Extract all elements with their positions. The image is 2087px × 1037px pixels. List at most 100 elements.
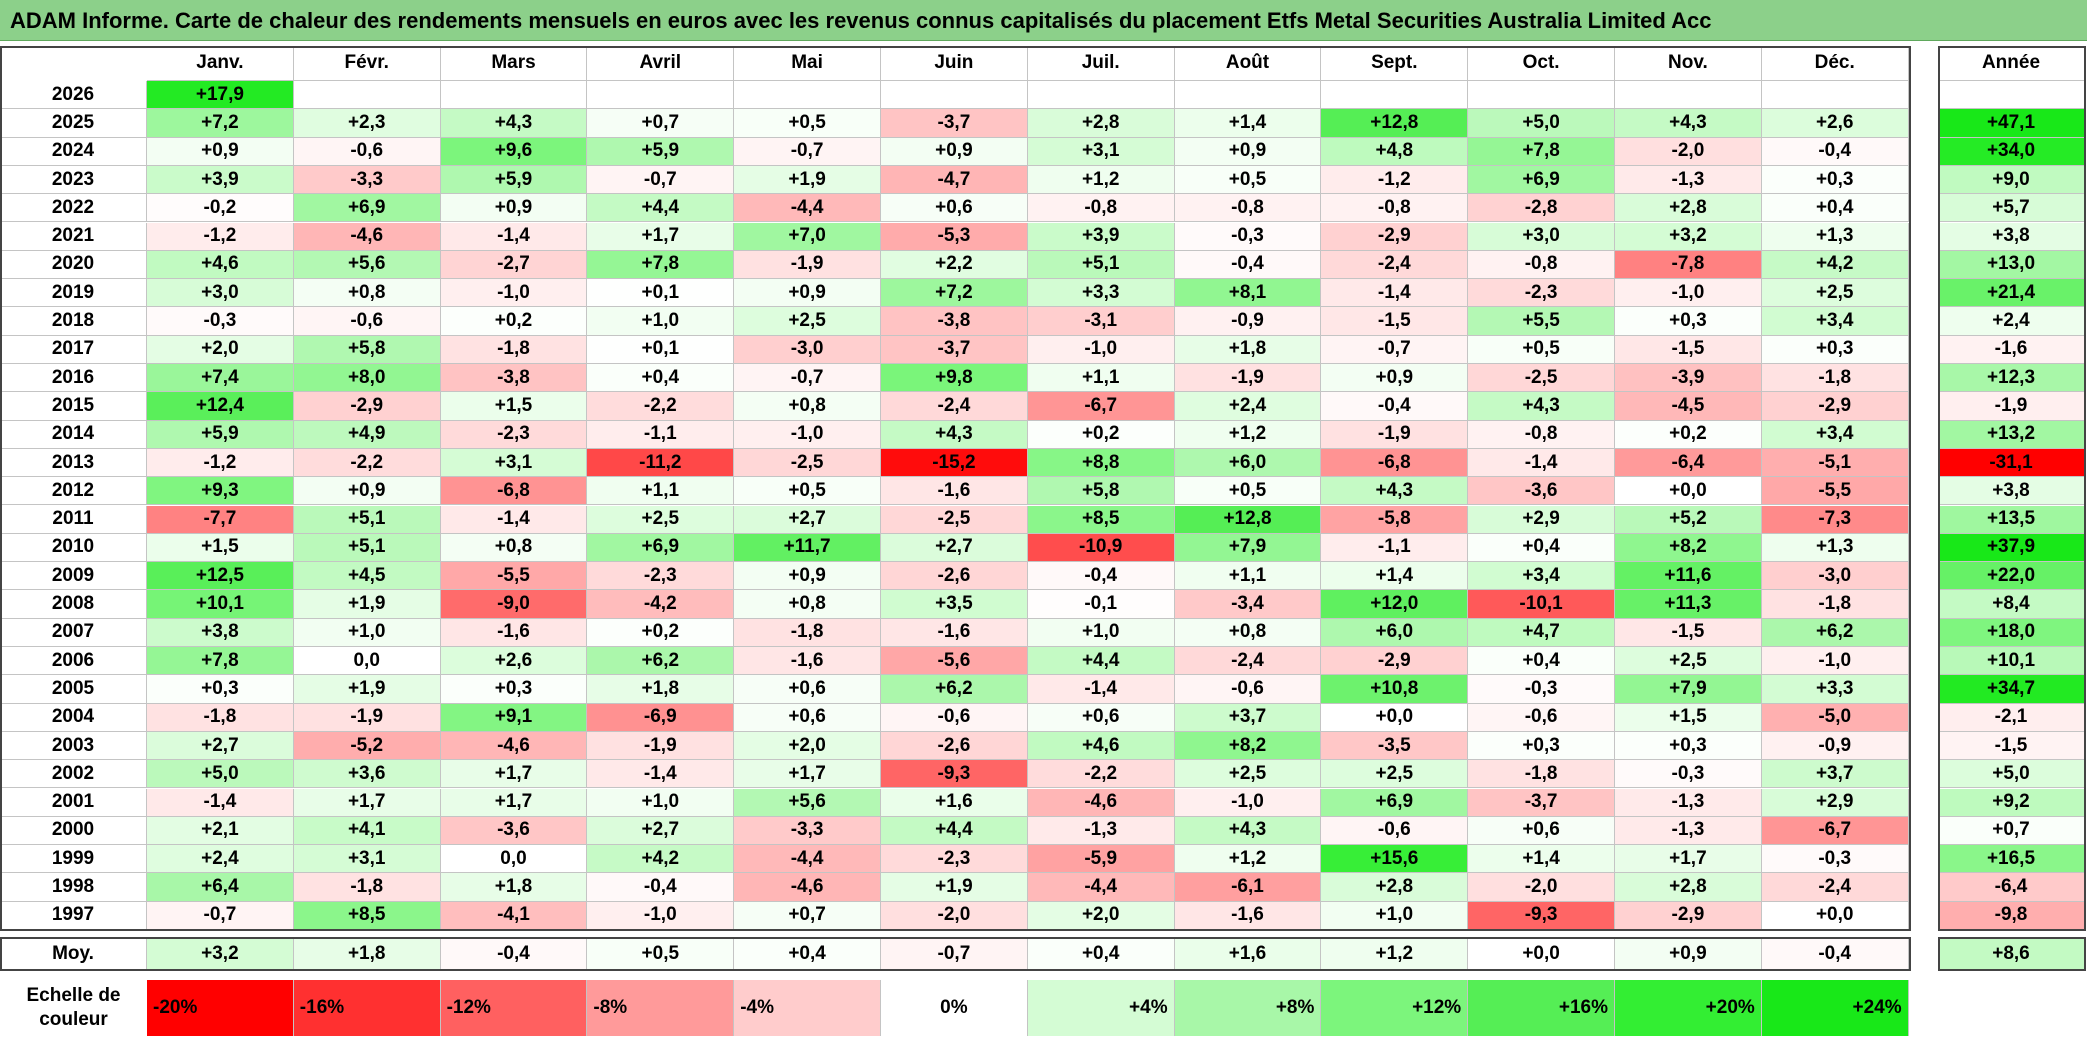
heatmap-cell: -1,4: [1321, 279, 1469, 308]
heatmap-cell: -0,8: [1468, 250, 1615, 280]
heatmap-cell: -11,2: [587, 448, 735, 478]
heatmap-cell: -0,6: [293, 137, 441, 166]
heatmap-cell: -3,7: [881, 109, 1028, 138]
heatmap-cell: -7,7: [147, 505, 294, 534]
year-label: 2021: [0, 222, 147, 251]
heatmap-cell: [1174, 81, 1322, 110]
heatmap-cell: +12,8: [1321, 109, 1469, 138]
color-scale-swatch: +24%: [1761, 980, 1909, 1036]
heatmap-cell: -1,9: [734, 250, 881, 280]
heatmap-cell: +0,7: [587, 109, 735, 138]
heatmap-cell: +3,1: [1027, 137, 1175, 166]
heatmap-cell: -0,1: [1027, 590, 1175, 619]
heatmap-cell: +1,2: [1174, 845, 1322, 874]
month-header: Oct.: [1468, 46, 1615, 81]
heatmap-cell: -7,8: [1615, 250, 1762, 280]
heatmap-cell: +5,1: [293, 533, 441, 563]
heatmap-cell: +0,2: [1027, 420, 1175, 449]
heatmap-cell: +5,8: [1027, 477, 1175, 506]
heatmap-cell: +1,2: [1174, 420, 1322, 449]
heatmap-cell: -1,1: [1321, 533, 1469, 563]
annual-cell: +16,5: [1938, 845, 2085, 874]
heatmap-cell: -1,0: [1027, 335, 1175, 364]
annual-cell: +22,0: [1938, 562, 2085, 591]
heatmap-cell: -1,8: [1761, 590, 1909, 619]
heatmap-cell: +2,8: [1321, 873, 1469, 902]
heatmap-cell: +6,2: [587, 647, 735, 676]
heatmap-cell: +5,9: [587, 137, 735, 166]
average-annual-cell: +8,6: [1938, 937, 2085, 971]
heatmap-cell: +1,5: [440, 392, 588, 421]
year-label: 2010: [0, 533, 147, 563]
annual-cell: -2,1: [1938, 703, 2085, 732]
heatmap-cell: -1,3: [1615, 788, 1762, 817]
heatmap-cell: -5,5: [1761, 477, 1909, 506]
month-header: Févr.: [293, 46, 441, 81]
year-label: 2000: [0, 816, 147, 846]
month-header: Nov.: [1615, 46, 1762, 81]
heatmap-cell: [1321, 81, 1469, 110]
year-label: 2019: [0, 279, 147, 308]
heatmap-cell: +2,0: [1027, 901, 1175, 930]
heatmap-cell: -4,7: [881, 165, 1028, 195]
annual-cell: +9,0: [1938, 165, 2085, 195]
heatmap-cell: +0,8: [293, 279, 441, 308]
heatmap-cell: +0,5: [1174, 477, 1322, 506]
heatmap-cell: -0,4: [1027, 562, 1175, 591]
heatmap-cell: +0,5: [1174, 165, 1322, 195]
heatmap-cell: +0,9: [1174, 137, 1322, 166]
heatmap-cell: -2,9: [1321, 647, 1469, 676]
heatmap-cell: -2,5: [734, 448, 881, 478]
annual-cell: -1,6: [1938, 335, 2085, 364]
heatmap-cell: -3,6: [440, 816, 588, 846]
heatmap-cell: +0,4: [1468, 647, 1615, 676]
heatmap-cell: +4,4: [1027, 647, 1175, 676]
heatmap-cell: -1,6: [1174, 901, 1322, 930]
annual-cell: +8,4: [1938, 590, 2085, 619]
heatmap-cell: -5,9: [1027, 845, 1175, 874]
heatmap-cell: +8,5: [293, 901, 441, 930]
heatmap-cell: +11,3: [1615, 590, 1762, 619]
heatmap-cell: +5,8: [293, 335, 441, 364]
heatmap-cell: +1,7: [587, 222, 735, 251]
heatmap-cell: -0,6: [1321, 816, 1469, 846]
heatmap-cell: -2,8: [1468, 194, 1615, 223]
heatmap-cell: -1,0: [1761, 647, 1909, 676]
heatmap-cell: +6,2: [881, 675, 1028, 704]
heatmap-cell: +0,3: [1615, 307, 1762, 336]
heatmap-cell: -15,2: [881, 448, 1028, 478]
heatmap-cell: -0,7: [147, 901, 294, 930]
heatmap-cell: -1,8: [293, 873, 441, 902]
heatmap-cell: -0,8: [1027, 194, 1175, 223]
heatmap-cell: -2,4: [1761, 873, 1909, 902]
heatmap-cell: -1,0: [1615, 279, 1762, 308]
heatmap-cell: -9,0: [440, 590, 588, 619]
color-scale-swatch: 0%: [881, 980, 1028, 1036]
heatmap-cell: -1,5: [1615, 618, 1762, 647]
year-label: 2026: [0, 81, 147, 110]
annual-cell: +21,4: [1938, 279, 2085, 308]
heatmap-cell: -3,6: [1468, 477, 1615, 506]
heatmap-cell: -1,1: [587, 420, 735, 449]
heatmap-cell: -4,4: [1027, 873, 1175, 902]
heatmap-cell: +0,9: [1321, 364, 1469, 393]
heatmap-cell: -0,4: [1761, 137, 1909, 166]
heatmap-cell: +8,0: [293, 364, 441, 393]
heatmap-cell: +2,5: [587, 505, 735, 534]
heatmap-cell: -3,3: [293, 165, 441, 195]
heatmap-cell: -2,4: [1321, 250, 1469, 280]
heatmap-cell: +4,2: [587, 845, 735, 874]
heatmap-cell: +2,7: [881, 533, 1028, 563]
heatmap-cell: -0,6: [1174, 675, 1322, 704]
heatmap-cell: +0,9: [293, 477, 441, 506]
heatmap-cell: -3,7: [881, 335, 1028, 364]
heatmap-cell: -0,7: [734, 364, 881, 393]
heatmap-cell: -3,3: [734, 816, 881, 846]
year-label: 1997: [0, 901, 147, 930]
heatmap-cell: -1,0: [1174, 788, 1322, 817]
heatmap-cell: +0,9: [734, 562, 881, 591]
year-label: 2012: [0, 477, 147, 506]
heatmap-cell: -2,9: [1321, 222, 1469, 251]
heatmap-cell: -9,3: [1468, 901, 1615, 930]
year-label: 1998: [0, 873, 147, 902]
